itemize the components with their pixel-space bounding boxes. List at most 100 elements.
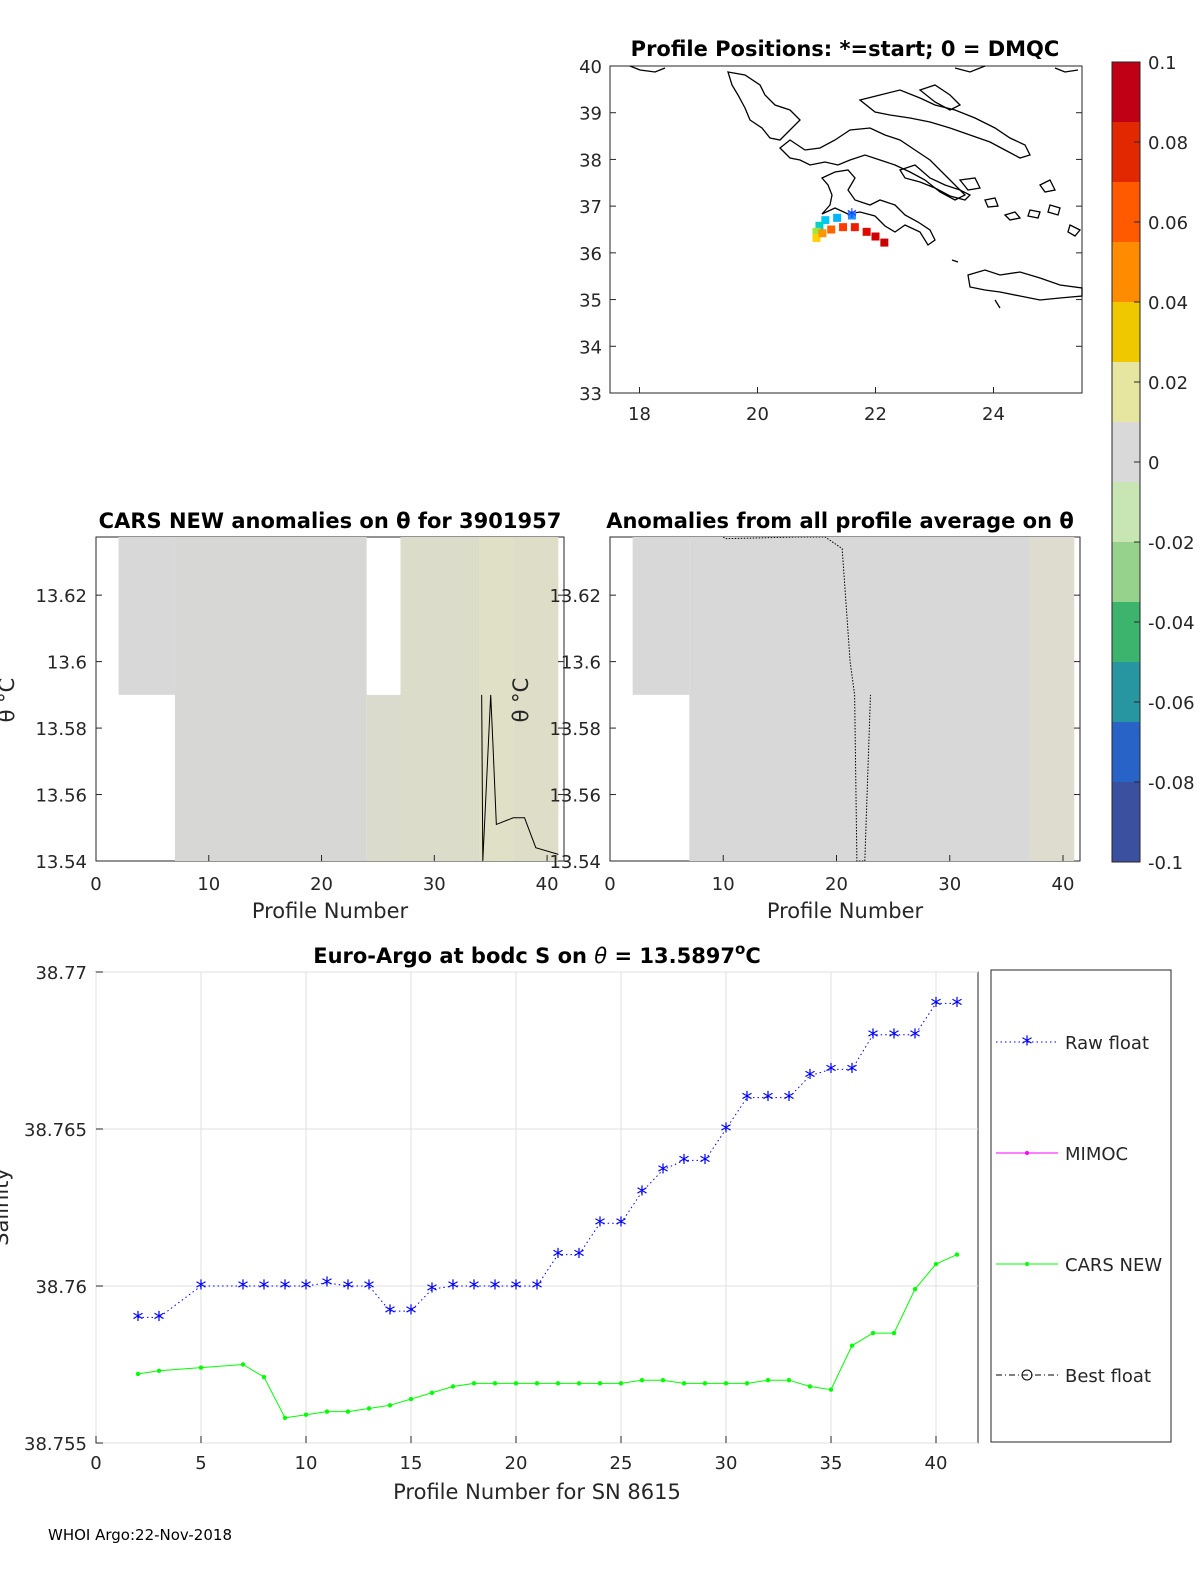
- raw-float-point: *: [322, 1274, 333, 1299]
- profile-average-anomaly-title: Anomalies from all profile average on θ: [606, 509, 1074, 533]
- cars-new-point: [198, 1365, 204, 1370]
- raw-float-point: *: [721, 1120, 732, 1145]
- map-panel: Profile Positions: *=start; 0 = DMQC: [579, 37, 1083, 425]
- profile-average-anomaly-ylabel: θ °C: [509, 678, 533, 723]
- colorbar-tick-label: -0.08: [1148, 773, 1195, 794]
- colorbar-segment: [1112, 242, 1140, 263]
- raw-float-point: *: [637, 1183, 648, 1208]
- cars-new-point: [492, 1381, 498, 1386]
- colorbar-tick-label: 0.08: [1148, 133, 1188, 154]
- heatmap-cell: [118, 537, 175, 695]
- y-tick-label: 13.56: [549, 786, 601, 807]
- map-y-tick-label: 36: [579, 244, 602, 265]
- cars-new-point: [450, 1384, 456, 1389]
- colorbar-segment: [1112, 722, 1140, 743]
- legend-items: * Raw float MIMOC CARS NEW Best float: [996, 1033, 1162, 1387]
- cars-new-point: [807, 1384, 813, 1389]
- cars-new-point: [303, 1412, 309, 1417]
- colorbar-segment: [1112, 802, 1140, 823]
- cars-new-point: [849, 1343, 855, 1348]
- cars-new-point: [702, 1381, 708, 1386]
- legend-label: MIMOC: [1065, 1144, 1128, 1165]
- colorbar-segment: [1112, 562, 1140, 583]
- colorbar-tick-label: 0.02: [1148, 373, 1188, 394]
- colorbar-tick-label: -0.1: [1148, 853, 1183, 874]
- map-y-tick-label: 33: [579, 384, 602, 405]
- coastline: [629, 65, 1083, 309]
- map-y-tick-label: 37: [579, 197, 602, 218]
- colorbar-segment: [1112, 302, 1140, 323]
- cars-new-point: [660, 1378, 666, 1383]
- colorbar-segment: [1112, 742, 1140, 763]
- cars-anomaly-title: CARS NEW anomalies on θ for 3901957: [99, 509, 562, 533]
- map-x-ticks: 18 20 22 24: [628, 387, 1005, 425]
- heatmap-cell: [1029, 537, 1075, 861]
- cars-new-point: [135, 1371, 141, 1377]
- salinity-series: * * * * * * * * * * * * * * * * * * * * * * * * * * * * * * * * * * * * * *: [133, 994, 963, 1421]
- colorbar-tick-label: 0.06: [1148, 213, 1188, 234]
- cars-new-point: [954, 1252, 960, 1257]
- legend-label: CARS NEW: [1065, 1255, 1162, 1276]
- salinity-xlabel: Profile Number for SN 8615: [393, 1480, 681, 1504]
- profile-average-anomaly-panel: Anomalies from all profile average on θ …: [509, 509, 1081, 923]
- map-x-tick-label: 22: [864, 404, 887, 425]
- x-tick-label: 20: [505, 1453, 528, 1474]
- cars-new-point: [870, 1330, 876, 1336]
- colorbar-segment: [1112, 262, 1140, 283]
- raw-float-point: *: [469, 1277, 480, 1302]
- y-tick-label: 13.58: [35, 719, 87, 740]
- raw-float-point: *: [826, 1060, 837, 1085]
- y-tick-label: 38.765: [24, 1120, 87, 1141]
- heatmap-cell: [366, 694, 401, 861]
- x-tick-label: 40: [925, 1453, 948, 1474]
- x-tick-label: 5: [195, 1453, 206, 1474]
- colorbar-segment: [1112, 142, 1140, 163]
- cars-new-point: [765, 1378, 771, 1383]
- salinity-title-theta: θ: [594, 944, 607, 968]
- track-point: [821, 216, 830, 225]
- raw-float-point: *: [259, 1277, 270, 1302]
- track-point: [847, 211, 856, 220]
- colorbar-segment: [1112, 842, 1140, 863]
- x-tick-label: 30: [715, 1453, 738, 1474]
- series-line-cars-new: [137, 1254, 958, 1419]
- x-tick-label: 0: [604, 874, 615, 895]
- cars-new-point: [639, 1378, 645, 1383]
- cars-new-point: [891, 1330, 897, 1336]
- cars-new-point: [555, 1381, 561, 1386]
- cars-new-point: [387, 1403, 393, 1408]
- salinity-ticks: 0 5 10 15 20 25 30 35 40 38.755 38.76 38.765 38.77: [24, 963, 947, 1474]
- y-tick-label: 13.6: [47, 653, 87, 674]
- contour-line: [481, 694, 559, 862]
- colorbar-segment: [1112, 642, 1140, 663]
- cars-new-point: [744, 1381, 750, 1386]
- raw-float-point: *: [658, 1161, 669, 1186]
- colorbar-segment: [1112, 502, 1140, 523]
- colorbar-segment: [1112, 582, 1140, 603]
- cars-anomaly-title-text: CARS NEW anomalies on θ for 3901957: [99, 509, 562, 533]
- colorbar-segment: [1112, 82, 1140, 103]
- colorbar-segment: [1112, 482, 1140, 503]
- colorbar-segment: [1112, 342, 1140, 363]
- x-tick-label: 20: [825, 874, 848, 895]
- raw-float-point: *: [616, 1214, 627, 1239]
- colorbar-gradient: [1112, 62, 1140, 863]
- profile-average-anomaly-ticks: 0 10 20 30 40 13.54 13.56 13.58 13.6 13.62: [549, 586, 1080, 895]
- track-point: [812, 233, 821, 242]
- x-tick-label: 40: [536, 874, 559, 895]
- colorbar-segment: [1112, 622, 1140, 643]
- cars-new-point: [534, 1381, 540, 1386]
- colorbar-tick-label: 0: [1148, 453, 1159, 474]
- colorbar-segment: [1112, 602, 1140, 623]
- map-y-tick-label: 35: [579, 291, 602, 312]
- colorbar-segment: [1112, 682, 1140, 703]
- colorbar-segment: [1112, 362, 1140, 383]
- cars-new-point: [723, 1381, 729, 1386]
- map-x-tick-label: 18: [628, 404, 651, 425]
- cars-new-point: [681, 1381, 687, 1386]
- cars-new-point: [156, 1368, 162, 1373]
- raw-float-point: *: [385, 1302, 396, 1327]
- raw-float-point: *: [931, 994, 942, 1019]
- cars-anomaly-cells: [118, 537, 559, 861]
